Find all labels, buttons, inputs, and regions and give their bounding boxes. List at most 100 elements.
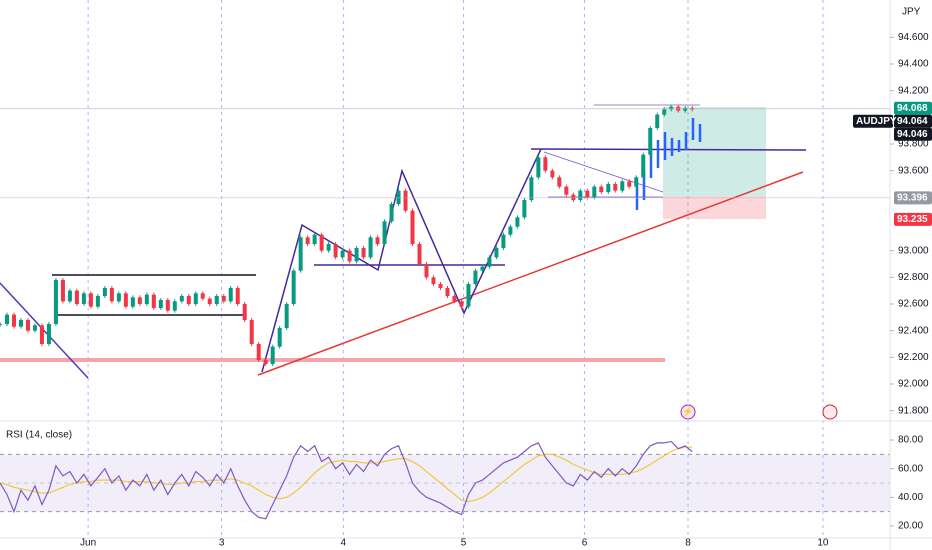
price-label: 93.396 — [897, 193, 928, 204]
candle — [662, 109, 667, 115]
candle — [151, 294, 156, 308]
candle — [536, 157, 541, 178]
candle — [130, 297, 135, 307]
candle — [319, 234, 324, 251]
y-tick-label: 92.200 — [898, 352, 929, 363]
candle — [382, 221, 387, 244]
candle — [333, 244, 338, 258]
candle — [46, 324, 51, 344]
candle — [242, 304, 247, 320]
candle — [123, 293, 128, 307]
candle — [95, 296, 100, 307]
candle — [74, 290, 79, 304]
y2-tick-label: 20.00 — [898, 521, 923, 532]
candle — [347, 250, 352, 262]
grid-layer — [0, 0, 890, 538]
candle — [480, 266, 485, 271]
candle — [179, 296, 184, 302]
candle — [270, 346, 275, 364]
x-tick-label: 4 — [341, 538, 347, 549]
candle — [473, 270, 478, 284]
candle — [613, 184, 618, 191]
candle — [263, 360, 268, 364]
symbol-tag — [853, 114, 893, 128]
candle — [88, 293, 93, 307]
x-tick-label: Jun — [80, 538, 96, 549]
candle — [578, 190, 583, 200]
rsi-band — [0, 454, 890, 512]
candle — [4, 314, 9, 324]
candle — [165, 300, 170, 311]
candle — [403, 190, 408, 211]
candle — [648, 128, 653, 155]
x-tick-label: 6 — [582, 538, 588, 549]
candle — [200, 293, 205, 299]
candle — [60, 280, 65, 302]
event-icon[interactable] — [822, 404, 838, 420]
price-label-bg — [894, 127, 932, 141]
candle — [389, 204, 394, 222]
candle — [298, 237, 303, 271]
event-icon-glyph: ⚡ — [682, 405, 693, 417]
candle — [634, 177, 639, 187]
candle — [459, 301, 464, 307]
rsi-line — [0, 440, 693, 520]
candle — [53, 280, 58, 324]
price-label-bg — [894, 191, 932, 205]
price-label-bg — [894, 114, 932, 128]
candle — [39, 325, 44, 344]
candle — [249, 320, 254, 344]
candle — [641, 154, 646, 178]
price-label: 93.235 — [897, 214, 928, 225]
candle — [655, 114, 660, 128]
candle — [515, 217, 520, 227]
y-tick-label: 92.600 — [898, 299, 929, 310]
y-tick-label: 94.400 — [898, 59, 929, 70]
candle — [67, 290, 72, 302]
candle — [305, 237, 310, 244]
candle — [214, 296, 219, 304]
candle — [172, 301, 177, 311]
y-tick-label: 93.000 — [898, 245, 929, 256]
candle — [207, 298, 212, 304]
candle — [543, 157, 548, 171]
price-label: 94.064 — [897, 116, 928, 127]
stop-zone — [663, 196, 766, 219]
candle — [522, 200, 527, 218]
candle — [158, 300, 163, 308]
candle — [340, 250, 345, 258]
y-tick-label: 94.200 — [898, 85, 929, 96]
candle — [354, 248, 359, 262]
currency: JPY — [902, 7, 921, 18]
event-icon[interactable] — [680, 404, 696, 420]
y-tick-label: 92.400 — [898, 325, 929, 336]
candle — [375, 237, 380, 244]
candle — [557, 177, 562, 187]
candle — [277, 328, 282, 347]
candle — [494, 248, 499, 258]
candle — [81, 293, 86, 304]
y-tick-label: 91.800 — [898, 405, 929, 416]
candle — [312, 234, 317, 244]
y-tick-label: 92.000 — [898, 379, 929, 390]
y2-tick-label: 60.00 — [898, 463, 923, 474]
y-tick-label: 93.800 — [898, 139, 929, 150]
candle — [669, 106, 674, 110]
candle — [193, 293, 198, 304]
resistance-line — [530, 148, 807, 151]
candle — [627, 181, 632, 187]
candle — [529, 177, 534, 200]
candle — [438, 284, 443, 288]
price-label: 94.068 — [897, 103, 928, 114]
candle — [137, 297, 142, 304]
candle — [228, 288, 233, 302]
candle — [599, 186, 604, 192]
y-tick-label: 93.600 — [898, 165, 929, 176]
candle — [186, 296, 191, 304]
candle — [284, 304, 289, 328]
candle — [221, 296, 226, 302]
price-label-bg — [894, 101, 932, 115]
candle — [445, 288, 450, 296]
candle — [417, 244, 422, 264]
y2-tick-label: 80.00 — [898, 435, 923, 446]
